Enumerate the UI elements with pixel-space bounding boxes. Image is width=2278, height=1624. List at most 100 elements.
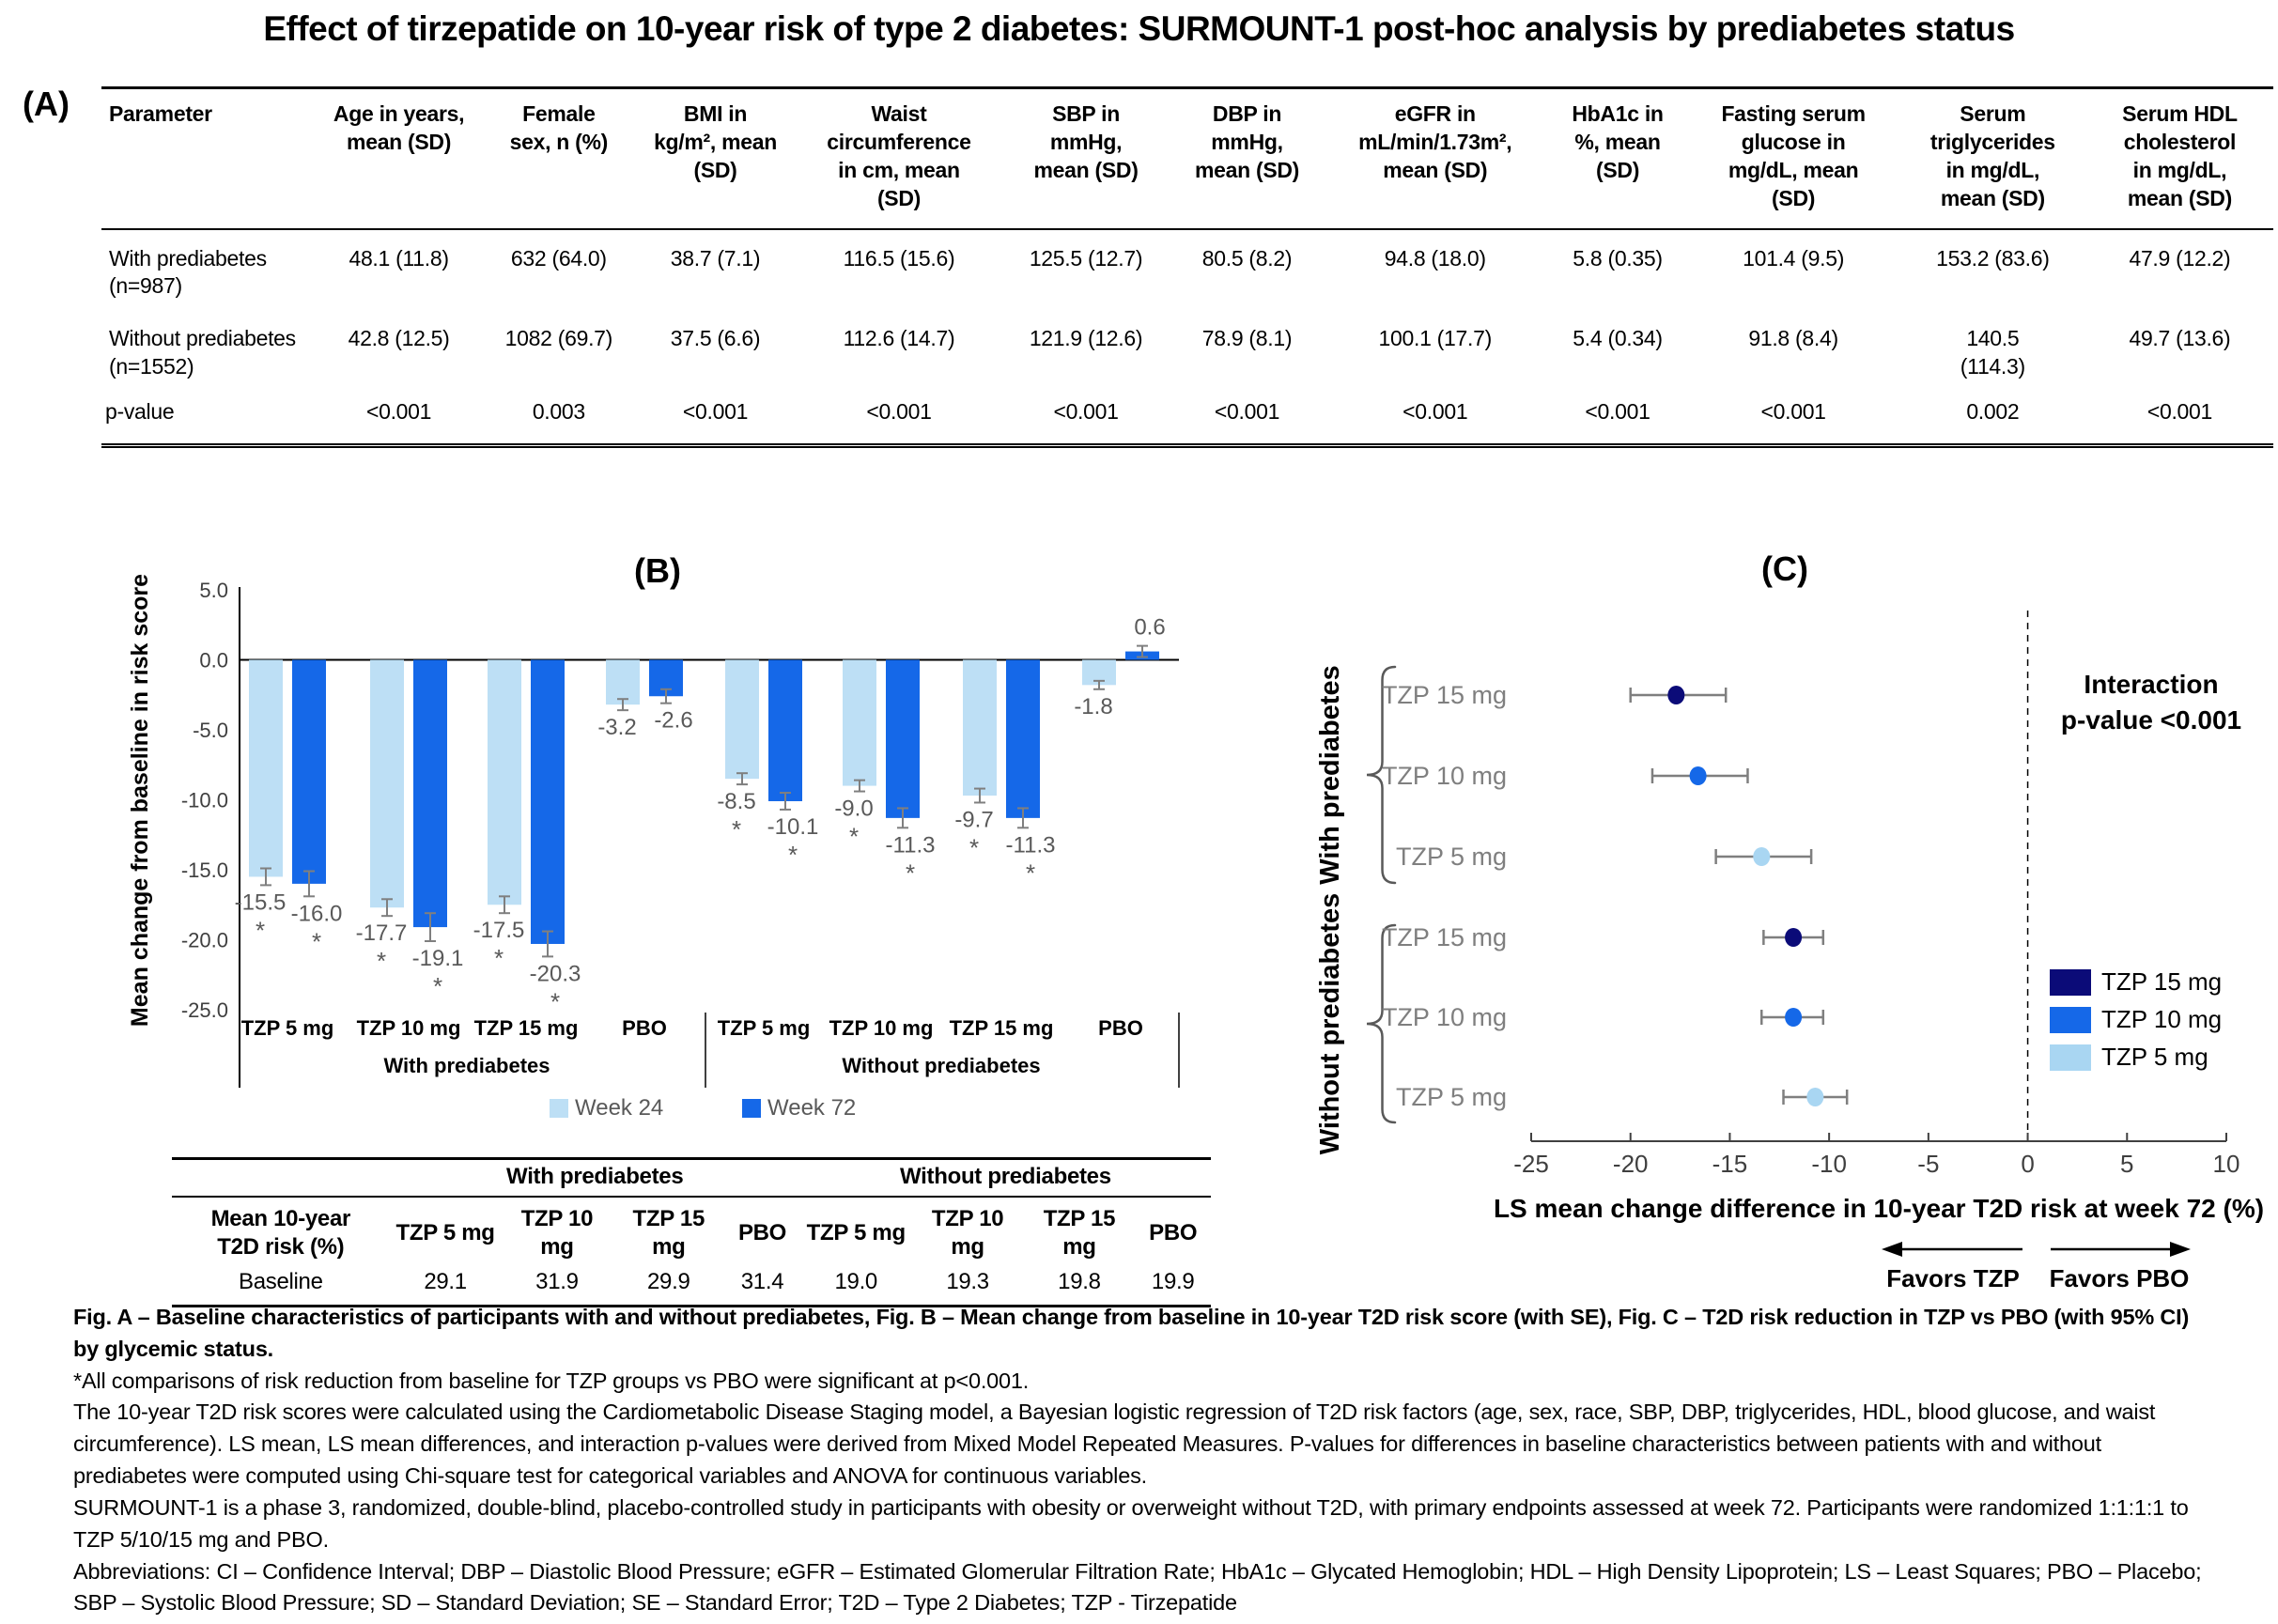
x-tick-label: 10 bbox=[2213, 1150, 2240, 1178]
cell: 0.002 bbox=[1966, 399, 2020, 425]
category-label: TZP 5 mg bbox=[241, 1016, 334, 1040]
bar bbox=[531, 659, 565, 944]
bar bbox=[292, 659, 326, 884]
cell: <0.001 bbox=[365, 399, 432, 425]
col-header: BMI in kg/m², mean (SD) bbox=[632, 87, 798, 230]
cell: 29.1 bbox=[424, 1269, 467, 1294]
col-header: Parameter bbox=[101, 87, 314, 230]
cell: <0.001 bbox=[1585, 399, 1650, 425]
bar bbox=[606, 659, 640, 705]
row-header: Mean 10-year T2D risk (%) bbox=[210, 1206, 351, 1260]
cell: <0.001 bbox=[682, 399, 749, 425]
table-row: With prediabetes (n=987) 48.1 (11.8) 632 (… bbox=[101, 229, 2273, 311]
value-label: -3.2 bbox=[597, 715, 636, 740]
col-header: SBP in mmHg, mean (SD) bbox=[1000, 87, 1172, 230]
cell: 19.0 bbox=[834, 1269, 877, 1294]
y-tick-label: 5.0 bbox=[199, 579, 228, 602]
x-tick-label: -25 bbox=[1513, 1150, 1549, 1178]
row-header: Without prediabetes (n=1552) bbox=[109, 326, 296, 379]
col-header: Age in years, mean (SD) bbox=[313, 87, 485, 230]
col-header: TZP 5 mg bbox=[395, 1220, 495, 1245]
x-tick-label: -15 bbox=[1712, 1150, 1748, 1178]
cell: 48.1 (11.8) bbox=[349, 245, 449, 271]
legend-swatch bbox=[2050, 969, 2091, 996]
legend-label: TZP 10 mg bbox=[2101, 1005, 2222, 1033]
cell: 31.9 bbox=[535, 1269, 579, 1294]
cell: 19.8 bbox=[1058, 1269, 1101, 1294]
significance-asterisk: * bbox=[849, 823, 859, 851]
cell: 140.5 (114.3) bbox=[1960, 326, 2025, 379]
col-header: TZP 5 mg bbox=[806, 1220, 906, 1245]
legend-label: TZP 15 mg bbox=[2101, 967, 2222, 996]
y-tick-label: -5.0 bbox=[193, 719, 228, 742]
category-label: TZP 5 mg bbox=[718, 1016, 811, 1040]
significance-asterisk: * bbox=[256, 916, 265, 944]
cell: 47.9 (12.2) bbox=[2129, 245, 2231, 271]
cell: 153.2 (83.6) bbox=[1936, 245, 2050, 271]
chart-b-baseline-table-wrap: With prediabetes Without prediabetes Mean … bbox=[172, 1157, 1211, 1307]
caption-text: SURMOUNT-1 is a phase 3, randomized, dou… bbox=[73, 1494, 2189, 1552]
point-estimate bbox=[1806, 1088, 1824, 1106]
cell: 632 (64.0) bbox=[510, 245, 607, 271]
cell: 0.003 bbox=[532, 399, 585, 425]
y-tick-label: -15.0 bbox=[181, 858, 228, 882]
significance-asterisk: * bbox=[377, 947, 386, 975]
cell: 19.9 bbox=[1151, 1269, 1195, 1294]
significance-asterisk: * bbox=[433, 972, 442, 1000]
col-header: TZP 15 mg bbox=[1043, 1206, 1116, 1260]
x-tick-label: 5 bbox=[2120, 1150, 2133, 1178]
value-label: -10.1 bbox=[767, 814, 819, 840]
bar bbox=[413, 659, 447, 928]
col-header: TZP 10 mg bbox=[520, 1206, 594, 1260]
significance-asterisk: * bbox=[969, 833, 979, 861]
cell: 125.5 (12.7) bbox=[1029, 245, 1143, 271]
value-label: -8.5 bbox=[717, 789, 755, 814]
interaction-pvalue-label: p-value <0.001 bbox=[2061, 705, 2241, 735]
cell: 29.9 bbox=[647, 1269, 690, 1294]
cell: 101.4 (9.5) bbox=[1743, 245, 1845, 271]
cell: <0.001 bbox=[1053, 399, 1119, 425]
group-brace bbox=[1366, 665, 1397, 885]
x-tick-label: 0 bbox=[2021, 1150, 2034, 1178]
point-estimate bbox=[1785, 928, 1803, 947]
section-label: With prediabetes bbox=[1315, 665, 1345, 884]
cell: 116.5 (15.6) bbox=[843, 245, 955, 271]
bar bbox=[963, 659, 997, 797]
point-estimate bbox=[1785, 1008, 1803, 1027]
value-label: -11.3 bbox=[1006, 832, 1056, 858]
col-header: Serum HDL cholesterol in mg/dL, mean (SD… bbox=[2085, 87, 2273, 230]
cell: 78.9 (8.1) bbox=[1201, 326, 1293, 351]
bar bbox=[886, 659, 920, 818]
point-estimate bbox=[1689, 766, 1707, 785]
cell: <0.001 bbox=[866, 399, 932, 425]
favors-pbo-arrowhead bbox=[2170, 1242, 2191, 1257]
value-label: -20.3 bbox=[530, 961, 581, 986]
cell: 38.7 (7.1) bbox=[670, 245, 761, 271]
point-estimate bbox=[1667, 686, 1685, 704]
chart-c-title: (C) bbox=[1761, 549, 1808, 588]
value-label: -9.0 bbox=[834, 797, 873, 822]
significance-asterisk: * bbox=[312, 927, 321, 955]
y-tick-label: -10.0 bbox=[181, 789, 228, 812]
baseline-characteristics-table-wrap: Parameter Age in years, mean (SD) Female s… bbox=[101, 86, 2273, 449]
figure-caption: Fig. A – Baseline characteristics of par… bbox=[73, 1302, 2208, 1619]
figure-title: Effect of tirzepatide on 10-year risk of… bbox=[263, 9, 2015, 48]
chart-c-forest-plot: (C) Interaction p-value <0.001 With prediab… bbox=[1315, 549, 2264, 1292]
x-tick-label: -10 bbox=[1811, 1150, 1847, 1178]
cell: <0.001 bbox=[1402, 399, 1468, 425]
cell: 112.6 (14.7) bbox=[843, 326, 955, 351]
row-label: TZP 5 mg bbox=[1396, 1083, 1507, 1111]
interaction-pvalue-label: Interaction bbox=[2084, 670, 2218, 699]
value-label: -2.6 bbox=[654, 708, 692, 734]
cell: 100.1 (17.7) bbox=[1378, 326, 1493, 351]
legend-swatch bbox=[742, 1099, 761, 1118]
category-label: PBO bbox=[1098, 1016, 1143, 1040]
row-label: TZP 15 mg bbox=[1382, 681, 1507, 709]
cell: 19.3 bbox=[946, 1269, 989, 1294]
legend-label: Week 72 bbox=[767, 1095, 856, 1121]
panel-a-label: (A) bbox=[23, 85, 70, 123]
category-label: TZP 15 mg bbox=[950, 1016, 1054, 1040]
x-axis-title: LS mean change difference in 10-year T2D… bbox=[1494, 1194, 2264, 1223]
table-row: p-value <0.001 0.003 <0.001 <0.001 <0.001 <0.0… bbox=[101, 391, 2273, 445]
